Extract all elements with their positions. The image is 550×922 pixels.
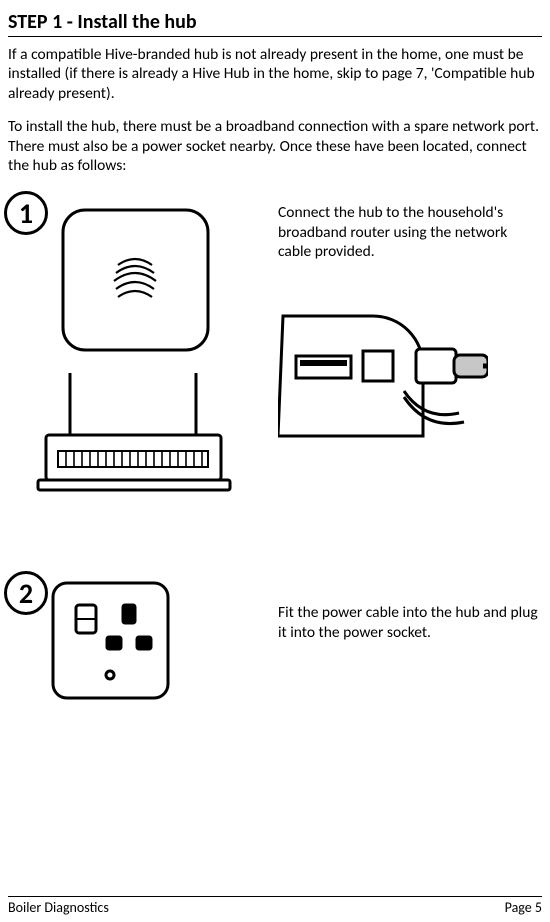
step-1-row: 1 (8, 195, 542, 515)
step-1-caption-col: Connect the hub to the household's broad… (278, 195, 542, 515)
step-2-badge: 2 (4, 571, 48, 615)
step-2-row: 2 Fit the power cable into the hub and p… (8, 575, 542, 725)
footer-page-number: Page 5 (505, 899, 542, 916)
step-1-badge: 1 (4, 191, 48, 235)
page-footer: Boiler Diagnostics Page 5 (8, 896, 542, 916)
cable-inset-illustration (278, 291, 488, 441)
step-heading: STEP 1 - Install the hub (8, 10, 542, 37)
step-2-illustration: 2 (8, 575, 248, 725)
intro-paragraph-1: If a compatible Hive-branded hub is not … (8, 45, 542, 103)
step-2-caption: Fit the power cable into the hub and plu… (278, 575, 542, 725)
footer-doc-title: Boiler Diagnostics (8, 899, 109, 916)
step-1-illustration: 1 (8, 195, 248, 515)
step-1-caption: Connect the hub to the household's broad… (278, 195, 542, 261)
intro-paragraph-2: To install the hub, there must be a broa… (8, 117, 542, 175)
